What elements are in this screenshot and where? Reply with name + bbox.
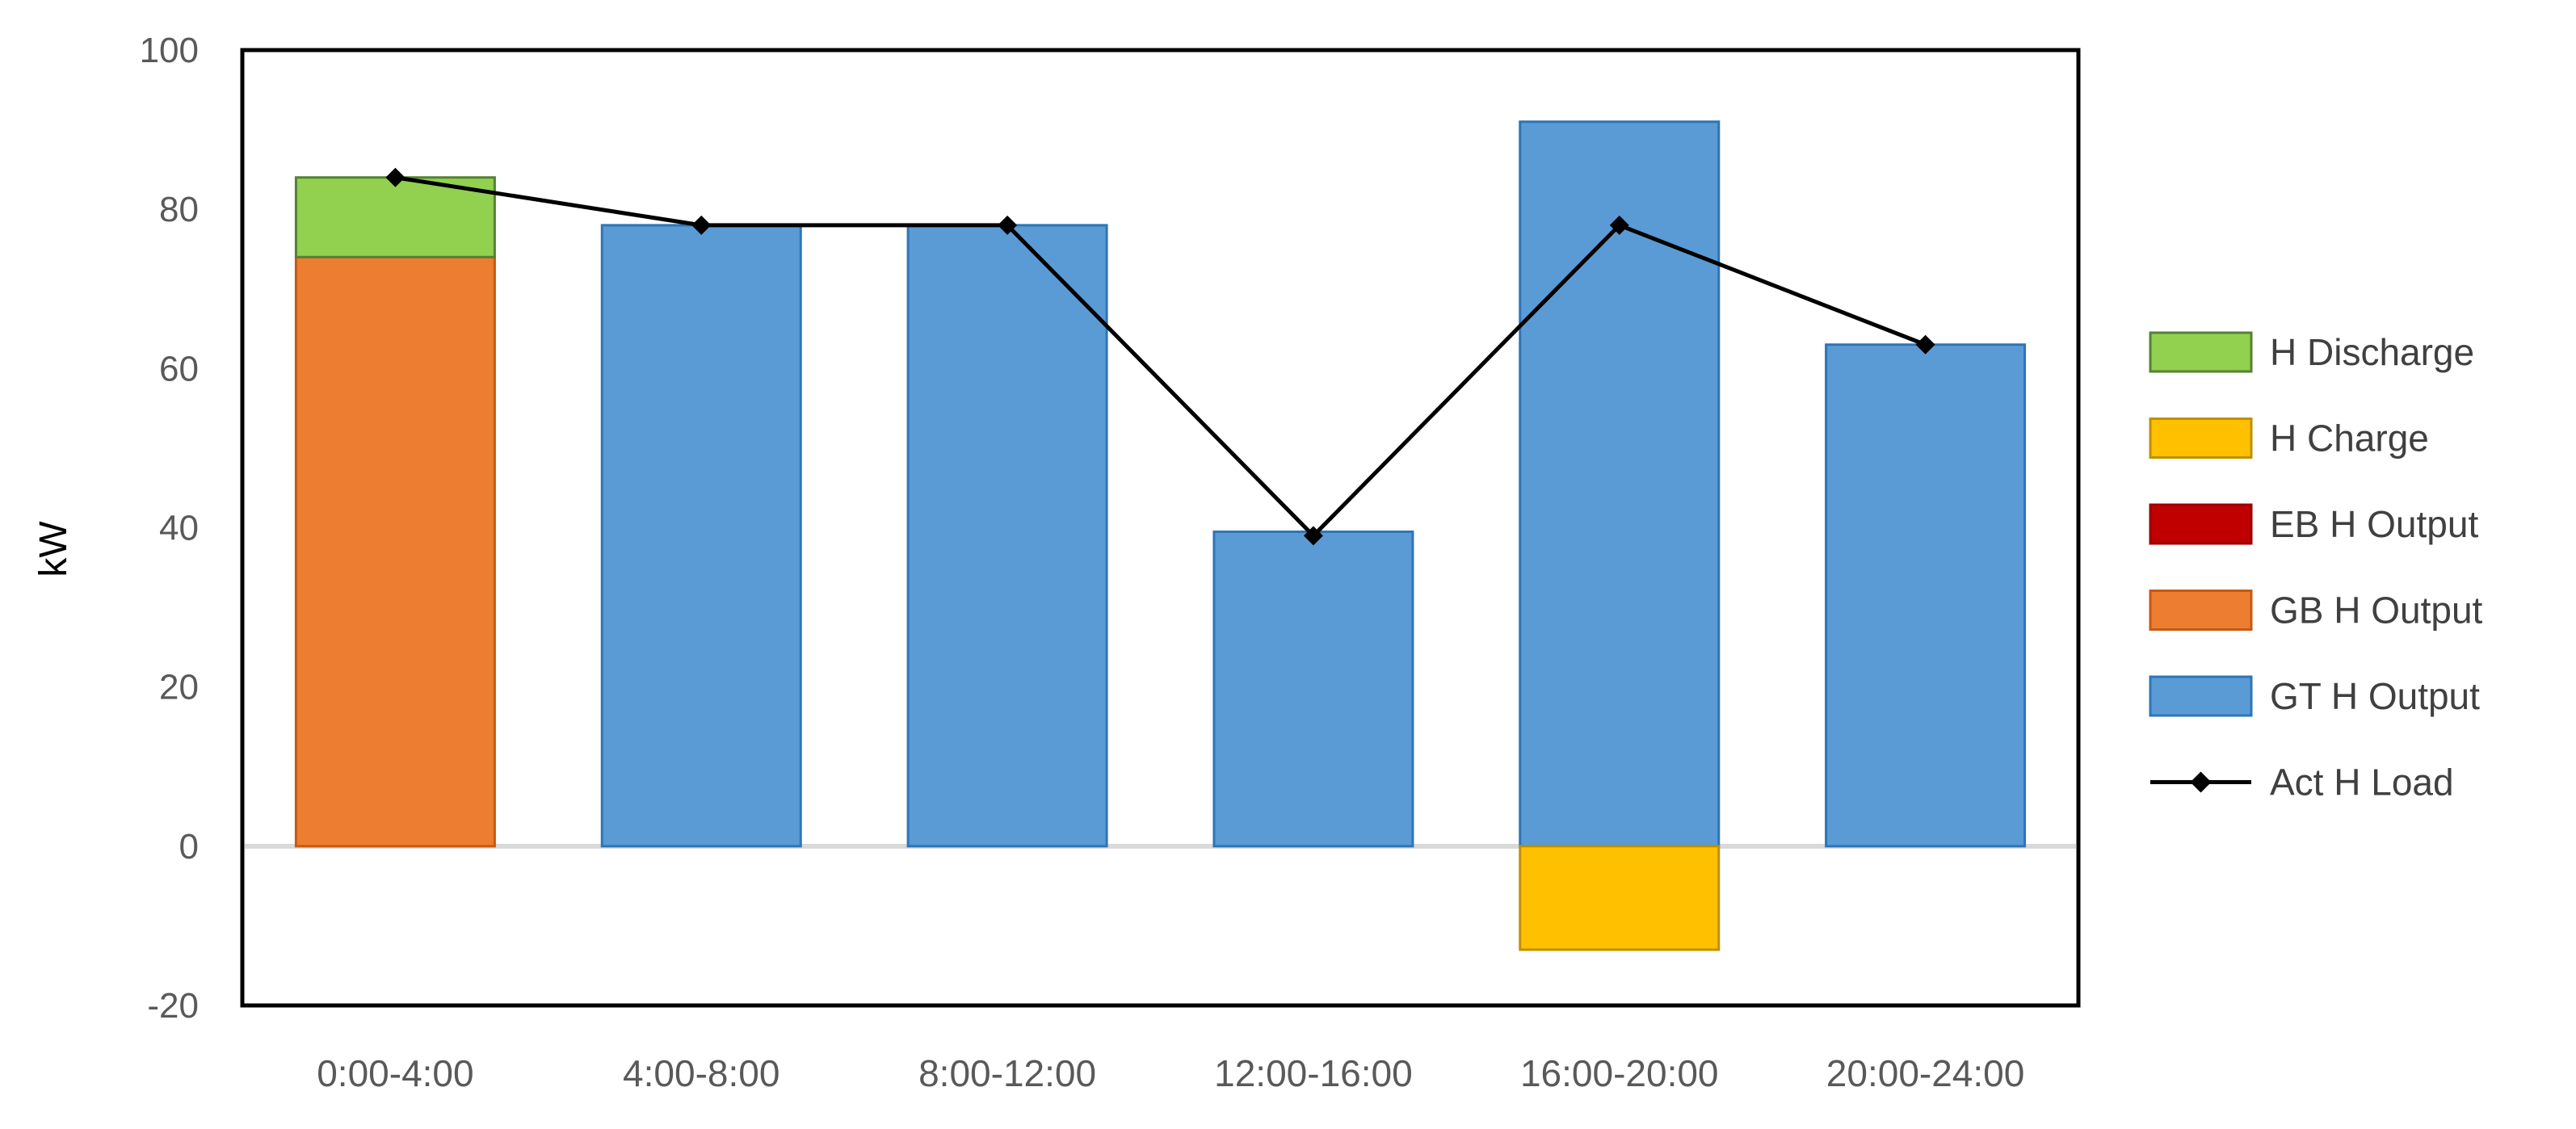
- series-h-charge: [1519, 845, 1721, 951]
- legend-swatch: [2149, 675, 2253, 717]
- series-gb-h-output: [294, 255, 496, 848]
- legend-label: H Charge: [2270, 418, 2429, 460]
- diamond-marker: [385, 167, 406, 187]
- bar-series-group: [294, 120, 2027, 951]
- x-tick-label: 4:00-8:00: [623, 1052, 780, 1094]
- series-h-discharge: [294, 176, 496, 258]
- legend-swatch: [2149, 503, 2253, 545]
- y-axis-labels: 100 80 60 40 20 0 -20: [140, 31, 199, 1026]
- legend-swatch: [2149, 331, 2253, 373]
- bar-segment-gb-h-output: [294, 255, 496, 848]
- plot-border: [240, 48, 2081, 1008]
- legend-label: EB H Output: [2270, 503, 2478, 545]
- legend-swatch: [2149, 418, 2253, 459]
- bar-segment-gt-h-output: [600, 224, 802, 848]
- y-tick-label: 40: [159, 509, 199, 548]
- diamond-marker: [998, 215, 1018, 235]
- y-tick-label: 60: [159, 349, 199, 388]
- y-tick-label: 80: [159, 190, 199, 229]
- line-path: [395, 175, 1927, 539]
- bar-segment-gt-h-output: [1212, 530, 1414, 848]
- series-gt-h-output: [600, 120, 2027, 848]
- x-tick-label: 20:00-24:00: [1826, 1052, 2025, 1094]
- y-tick-label: 20: [159, 668, 199, 707]
- line-series-act-h-load: [385, 167, 1935, 546]
- bar-segment-gt-h-output: [1825, 343, 2027, 848]
- legend-item-h-discharge: H Discharge: [2149, 331, 2474, 373]
- x-axis-labels: 0:00-4:00 4:00-8:00 8:00-12:00 12:00-16:00 1…: [317, 1052, 2024, 1094]
- legend-label: H Discharge: [2270, 331, 2474, 373]
- diamond-marker: [1915, 334, 1935, 355]
- bar-segment-gt-h-output: [906, 224, 1108, 848]
- x-tick-label: 8:00-12:00: [918, 1052, 1096, 1094]
- x-tick-label: 12:00-16:00: [1214, 1052, 1413, 1094]
- diamond-marker: [691, 215, 712, 235]
- legend-item-gb-h-output: GB H Output: [2149, 590, 2483, 632]
- diamond-marker: [1303, 526, 1323, 546]
- legend-diamond-marker: [2190, 771, 2212, 793]
- legend-item-eb-h-output: EB H Output: [2149, 503, 2478, 545]
- y-tick-label: 0: [179, 827, 199, 867]
- legend-label: Act H Load: [2270, 762, 2454, 804]
- legend-label: GB H Output: [2270, 590, 2483, 632]
- diamond-marker: [1609, 215, 1629, 235]
- x-tick-label: 0:00-4:00: [317, 1052, 473, 1094]
- y-tick-label: 100: [140, 31, 199, 70]
- bar-segment-h-discharge: [294, 176, 496, 258]
- y-axis-title: kW: [32, 521, 75, 577]
- legend-label: GT H Output: [2270, 675, 2480, 717]
- bar-segment-h-charge: [1519, 845, 1721, 951]
- legend-item-act-h-load: Act H Load: [2150, 762, 2454, 804]
- legend-swatch: [2149, 590, 2253, 631]
- legend-item-gt-h-output: GT H Output: [2149, 675, 2480, 717]
- legend-item-h-charge: H Charge: [2149, 418, 2429, 460]
- y-tick-label: -20: [147, 986, 199, 1026]
- legend: H Discharge H Charge EB H Output GB H Outpu…: [2149, 331, 2483, 804]
- x-tick-label: 16:00-20:00: [1520, 1052, 1719, 1094]
